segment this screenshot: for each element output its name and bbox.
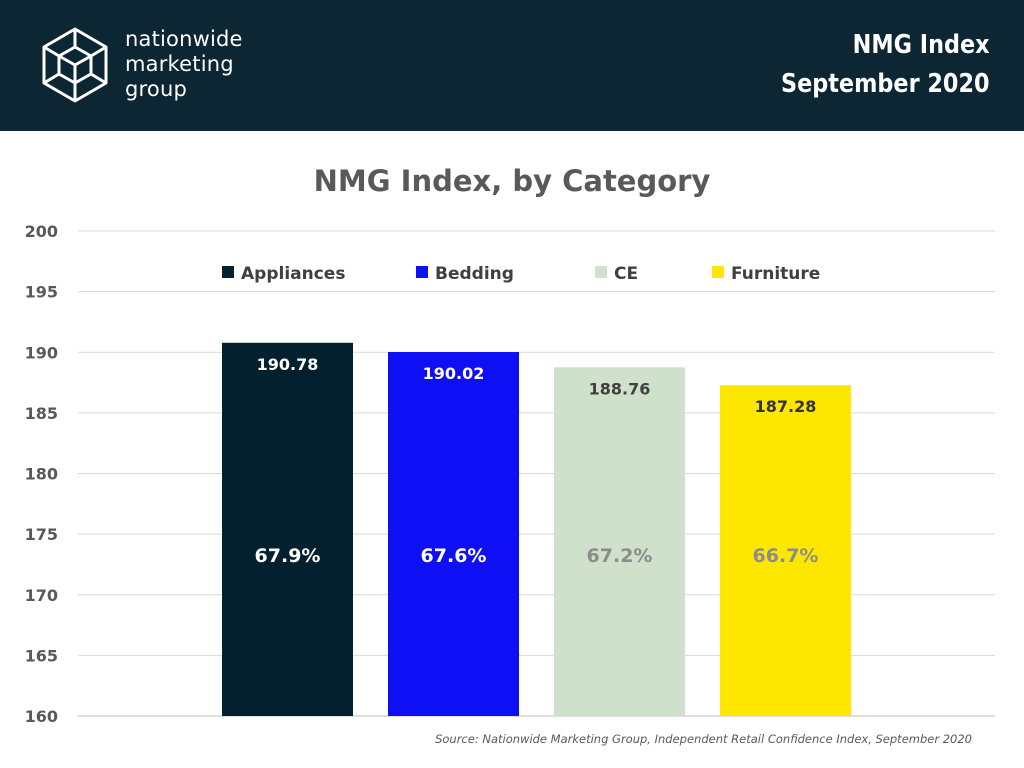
data-label: 188.76 — [589, 379, 651, 398]
legend-swatch — [712, 266, 724, 278]
header-bar: nationwide marketing group NMG Index Sep… — [0, 0, 1024, 131]
legend-swatch — [416, 266, 428, 278]
header-title-line-1: NMG Index — [853, 30, 990, 60]
y-tick-label: 190 — [25, 343, 58, 362]
chart-title: NMG Index, by Category — [313, 164, 711, 198]
logo-line-2: marketing — [125, 52, 234, 76]
y-tick-label: 160 — [25, 707, 58, 726]
logo-line-3: group — [125, 77, 187, 101]
y-tick-label: 165 — [25, 646, 58, 665]
data-label: 190.02 — [423, 364, 485, 383]
logo-line-1: nationwide — [125, 27, 243, 51]
source-note: Source: Nationwide Marketing Group, Inde… — [435, 732, 972, 746]
legend-label: Furniture — [731, 264, 820, 284]
y-tick-label: 175 — [25, 525, 58, 544]
legend-label: Bedding — [435, 264, 514, 284]
logo-icon — [42, 27, 108, 103]
y-tick-label: 180 — [25, 465, 58, 484]
data-label: 190.78 — [257, 355, 319, 374]
legend-swatch — [222, 266, 234, 278]
legend-swatch — [595, 266, 607, 278]
percent-label: 67.2% — [587, 545, 653, 567]
header-title: NMG Index September 2020 — [781, 26, 990, 104]
header-title-line-2: September 2020 — [781, 69, 990, 99]
bar — [554, 367, 685, 716]
bar — [222, 342, 353, 716]
data-label: 187.28 — [755, 397, 817, 416]
percent-label: 67.9% — [255, 545, 321, 567]
logo-wordmark: nationwide marketing group — [125, 27, 243, 102]
y-tick-label: 195 — [25, 283, 58, 302]
legend-label: Appliances — [241, 264, 345, 284]
percent-label: 66.7% — [753, 545, 819, 567]
legend-label: CE — [614, 264, 638, 284]
bar — [388, 352, 519, 716]
y-tick-label: 170 — [25, 586, 58, 605]
y-tick-label: 185 — [25, 404, 58, 423]
y-tick-label: 200 — [25, 222, 58, 241]
percent-label: 67.6% — [421, 545, 487, 567]
bar — [720, 385, 851, 716]
